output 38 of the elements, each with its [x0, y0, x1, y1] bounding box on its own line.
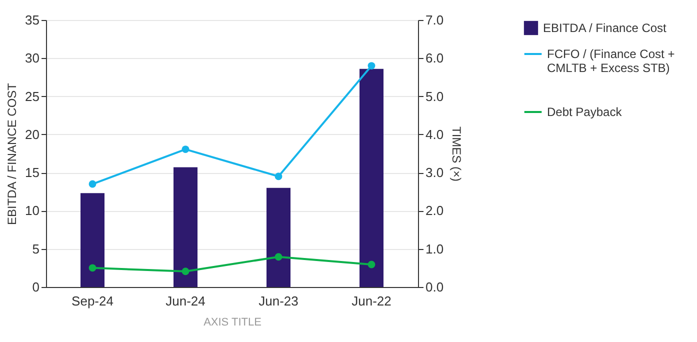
legend-label: EBITDA / Finance Cost	[543, 21, 668, 35]
y-tick-label: 25	[25, 88, 40, 104]
y2-tick-label: 2.0	[426, 203, 444, 218]
y-tick-label: 10	[25, 203, 40, 218]
y-axis-title: EBITDA / FINANCE COST	[5, 82, 20, 226]
x-tick-label: Jun-24	[166, 294, 206, 308]
y2-tick-label: 0.0	[426, 280, 444, 294]
point	[274, 172, 282, 180]
y-tick-label: 0	[32, 280, 40, 294]
y2-tick-label: 3.0	[426, 165, 444, 180]
y2-tick-label: 5.0	[426, 88, 444, 104]
y2-tick-label: 4.0	[426, 126, 444, 142]
legend-label: FCFO / (Finance Cost + CMLTB + Excess STB)	[547, 47, 675, 75]
x-tick-label: Jun-22	[352, 294, 392, 308]
point	[182, 268, 190, 276]
y-tick-label: 30	[25, 50, 40, 66]
bar	[174, 167, 198, 287]
point	[274, 253, 282, 261]
x-axis-title: AXIS TITLE	[204, 316, 262, 328]
point	[368, 260, 376, 268]
point	[88, 180, 96, 188]
y-tick-label: 5	[32, 241, 40, 256]
y-tick-label: 35	[25, 12, 40, 28]
point	[368, 62, 376, 70]
y2-tick-label: 1.0	[426, 241, 444, 256]
bar	[360, 68, 384, 287]
bar	[266, 188, 290, 287]
legend-label: Debt Payback	[547, 105, 623, 119]
point	[182, 146, 190, 154]
y-tick-label: 15	[25, 165, 40, 180]
x-tick-label: Sep-24	[72, 294, 114, 308]
bar	[80, 193, 104, 287]
y-tick-label: 20	[25, 126, 40, 142]
y2-tick-label: 7.0	[426, 12, 444, 28]
point	[88, 264, 96, 272]
x-tick-label: Jun-23	[258, 294, 298, 308]
y2-tick-label: 6.0	[426, 50, 444, 66]
y2-axis-title: TIMES (×)	[450, 126, 464, 182]
